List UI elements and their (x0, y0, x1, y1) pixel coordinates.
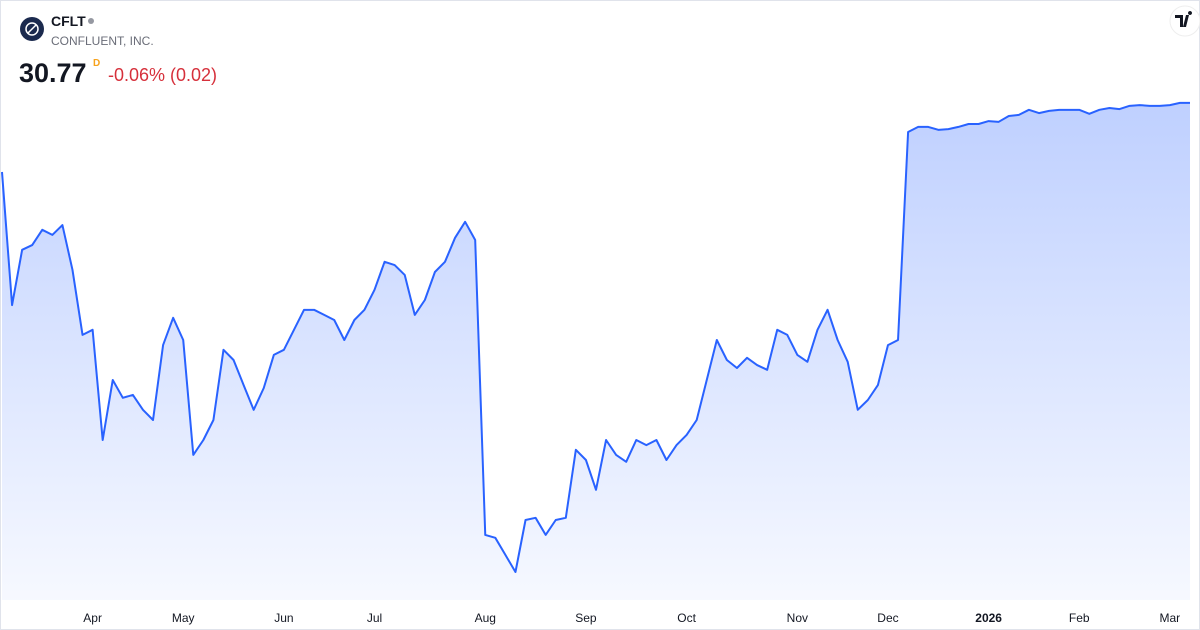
price-line (1, 101, 1190, 573)
price: 30.77 (19, 58, 87, 88)
logo-mark (25, 22, 39, 36)
x-tick-label: Dec (877, 611, 898, 625)
price-change: -0.06% (0.02) (108, 65, 217, 85)
company-name: CONFLUENT, INC. (51, 34, 154, 48)
ticker: CFLT (51, 13, 86, 29)
price-flag: D (93, 58, 100, 69)
x-tick-label: Sep (575, 611, 597, 625)
x-tick-label: Feb (1069, 611, 1090, 625)
x-tick-label: Jun (274, 611, 293, 625)
x-tick-label: Apr (83, 611, 102, 625)
x-tick-label: May (172, 611, 195, 625)
x-tick-label: 2026 (975, 611, 1002, 625)
area-fill (2, 102, 1190, 600)
x-tick-label: Jul (367, 611, 382, 625)
x-tick-label: Aug (475, 611, 496, 625)
logo-glyph (1175, 11, 1193, 27)
logo-mark (27, 24, 37, 34)
x-tick-label: Nov (787, 611, 808, 625)
x-tick-label: Oct (677, 611, 696, 625)
x-tick-label: Mar (1160, 611, 1181, 625)
tradingview-logo (1169, 5, 1200, 37)
status-dot (88, 18, 94, 24)
